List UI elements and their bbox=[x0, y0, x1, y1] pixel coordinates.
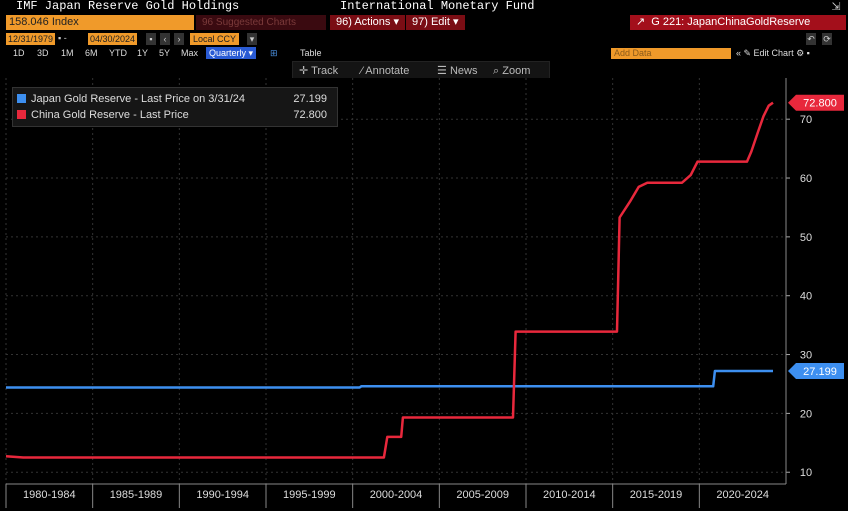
last-value-tag-text: 27.199 bbox=[803, 366, 837, 378]
add-data-input[interactable]: Add Data bbox=[611, 48, 731, 59]
legend-value-china: 72.800 bbox=[293, 109, 327, 121]
chart-name: G 221: JapanChinaGoldReserve bbox=[651, 16, 811, 28]
news-label: News bbox=[449, 65, 478, 77]
x-tick-label: 2015-2019 bbox=[630, 489, 683, 501]
x-tick-label: 2005-2009 bbox=[456, 489, 509, 501]
period-3d[interactable]: 3D bbox=[37, 48, 49, 58]
suggested-charts-button[interactable]: 96 Suggested Charts bbox=[196, 15, 326, 30]
last-value-tag-japan: 27.199 bbox=[788, 363, 844, 380]
crosshair-icon: ✛ bbox=[299, 65, 309, 77]
legend-swatch-china bbox=[17, 110, 26, 119]
period-1y[interactable]: 1Y bbox=[137, 48, 149, 58]
y-tick-label: 30 bbox=[800, 350, 812, 362]
last-value-tags: 27.199 72.800 bbox=[788, 94, 844, 380]
chart-name-bar: ↗ G 221: JapanChinaGoldReserve bbox=[630, 15, 846, 30]
x-tick-label: 1985-1989 bbox=[110, 489, 163, 501]
last-value-tag-china: 72.800 bbox=[788, 94, 844, 111]
news-button[interactable]: ☰ News bbox=[437, 63, 477, 79]
period-6m[interactable]: 6M bbox=[85, 48, 98, 58]
export-icon[interactable]: ⇲ bbox=[831, 1, 841, 13]
news-icon: ☰ bbox=[437, 65, 447, 77]
reset-icon[interactable]: ⟳ bbox=[822, 33, 832, 45]
series-line-japan bbox=[6, 369, 773, 389]
actions-menu[interactable]: 96) Actions ▾ bbox=[330, 15, 405, 30]
chart-title: IMF Japan Reserve Gold Holdings bbox=[16, 0, 240, 13]
last-value-tag-bg bbox=[788, 94, 844, 111]
x-tick-label: 1990-1994 bbox=[196, 489, 249, 501]
series-line-china bbox=[5, 101, 774, 459]
last-value-tag-bg bbox=[788, 363, 844, 380]
legend-item-japan[interactable]: Japan Gold Reserve - Last Price on 3/31/… bbox=[17, 91, 333, 107]
legend-item-china[interactable]: China Gold Reserve - Last Price 72.800 bbox=[17, 107, 333, 123]
y-tick-label: 70 bbox=[800, 114, 812, 126]
annotate-label: Annotate bbox=[365, 65, 410, 77]
x-axis: 1980-1984 1985-1989 1990-1994 1995-1999 2000… bbox=[5, 483, 786, 508]
zoom-button[interactable]: ⌕ Zoom bbox=[493, 63, 530, 79]
external-link-icon[interactable]: ↗ bbox=[636, 16, 646, 28]
x-tick-label: 1995-1999 bbox=[283, 489, 336, 501]
x-tick-label: 2010-2014 bbox=[543, 489, 596, 501]
y-tick-label: 40 bbox=[800, 291, 812, 303]
legend-label-japan: Japan Gold Reserve - Last Price on 3/31/… bbox=[31, 93, 246, 105]
annotate-button[interactable]: ⁄ Annotate bbox=[361, 63, 409, 79]
x-tick-label: 1980-1984 bbox=[23, 489, 76, 501]
frequency-select[interactable]: Quarterly ▾ bbox=[206, 47, 257, 59]
track-button[interactable]: ✛ Track bbox=[299, 63, 338, 79]
zoom-label: Zoom bbox=[502, 65, 531, 77]
y-tick-label: 10 bbox=[800, 467, 812, 479]
chevron-right-icon[interactable]: › bbox=[174, 33, 184, 45]
plot-background bbox=[6, 78, 786, 484]
y-axis: 10 20 30 40 50 60 70 bbox=[785, 78, 812, 484]
date-separator: ▪ - bbox=[58, 33, 67, 43]
source-title: International Monetary Fund bbox=[340, 0, 535, 13]
x-tick-label: 2000-2004 bbox=[370, 489, 423, 501]
edit-menu[interactable]: 97) Edit ▾ bbox=[406, 15, 465, 30]
y-tick-label: 50 bbox=[800, 232, 812, 244]
legend-value-japan: 27.199 bbox=[293, 93, 327, 105]
last-value-tag-text: 72.800 bbox=[803, 98, 837, 110]
table-icon[interactable]: ⊞ bbox=[270, 48, 278, 58]
y-tick-label: 60 bbox=[800, 173, 812, 185]
security-field[interactable]: 158.046 Index bbox=[6, 15, 194, 30]
title-bar: IMF Japan Reserve Gold Holdings Internat… bbox=[0, 0, 848, 14]
start-date-input[interactable]: 12/31/1979 bbox=[6, 33, 56, 45]
edit-chart-button[interactable]: « ✎ Edit Chart ⚙ ▪ bbox=[736, 48, 810, 58]
period-1d[interactable]: 1D bbox=[13, 48, 25, 58]
x-tick-label: 2020-2024 bbox=[716, 489, 769, 501]
period-ytd[interactable]: YTD bbox=[109, 48, 127, 58]
date-range-bar: 12/31/1979 ▪ - 04/30/2024 ▪ ‹ › Local CC… bbox=[0, 32, 848, 46]
legend-swatch-japan bbox=[17, 94, 26, 103]
legend[interactable]: Japan Gold Reserve - Last Price on 3/31/… bbox=[12, 87, 338, 127]
magnifier-icon: ⌕ bbox=[493, 65, 500, 77]
command-bar: 158.046 Index 96 Suggested Charts 96) Ac… bbox=[0, 14, 848, 32]
currency-dropdown-icon[interactable]: ▾ bbox=[247, 33, 257, 45]
calendar-icon[interactable]: ▪ bbox=[146, 33, 156, 45]
pencil-icon: ⁄ bbox=[361, 65, 363, 77]
period-5y[interactable]: 5Y bbox=[159, 48, 171, 58]
y-tick-label: 20 bbox=[800, 408, 812, 420]
end-date-input[interactable]: 04/30/2024 bbox=[88, 33, 138, 45]
chevron-left-icon[interactable]: ‹ bbox=[160, 33, 170, 45]
table-button[interactable]: Table bbox=[300, 48, 322, 58]
period-1m[interactable]: 1M bbox=[61, 48, 74, 58]
undo-icon[interactable]: ↶ bbox=[806, 33, 816, 45]
period-max[interactable]: Max bbox=[181, 48, 199, 58]
legend-label-china: China Gold Reserve - Last Price bbox=[31, 109, 189, 121]
currency-select[interactable]: Local CCY bbox=[190, 33, 240, 45]
track-label: Track bbox=[311, 65, 339, 77]
series-lines bbox=[5, 101, 774, 459]
